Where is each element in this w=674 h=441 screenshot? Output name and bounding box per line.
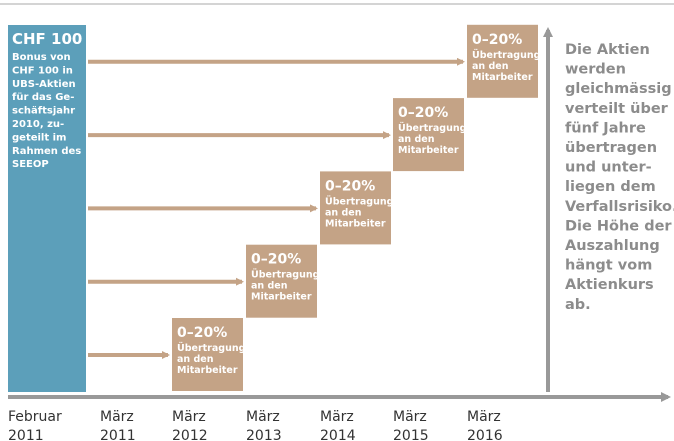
note-text: und unter-: [565, 160, 652, 176]
tranche-box: [172, 318, 243, 391]
tranche-text: Mitarbeiter: [177, 365, 238, 376]
time-month: März: [172, 409, 206, 425]
note-text: übertragen: [565, 140, 657, 156]
time-month: März: [100, 409, 134, 425]
tranche-text: Mitarbeiter: [251, 292, 312, 303]
time-year: 2012: [172, 428, 208, 441]
note-text: Auszahlung: [565, 238, 660, 254]
time-month: März: [393, 409, 427, 425]
time-month: Februar: [8, 409, 62, 425]
note-text: Aktienkurs: [565, 277, 654, 293]
note-text: ab.: [565, 297, 591, 313]
tranche-percent: 0–20%: [325, 178, 375, 194]
tranche-percent: 0–20%: [251, 252, 301, 268]
bonus-text: SEEOP: [12, 159, 49, 170]
bonus-text: 2010, zu-: [12, 119, 64, 130]
tranche-text: an den: [251, 281, 288, 292]
note-text: werden: [565, 62, 626, 78]
tranche-text: Übertragung: [177, 343, 245, 354]
time-month: März: [467, 409, 501, 425]
tranche-text: Mitarbeiter: [472, 72, 533, 83]
note-text: Verfallsrisiko.: [565, 199, 674, 215]
tranche-text: Übertragung: [472, 50, 540, 61]
tranche-percent: 0–20%: [472, 32, 522, 48]
bonus-amount: CHF 100: [12, 30, 82, 48]
tranche-text: an den: [398, 134, 435, 145]
tranche-text: an den: [177, 354, 214, 365]
time-month: März: [246, 409, 280, 425]
tranche-text: Übertragung: [325, 196, 393, 207]
tranche-box: [467, 24, 538, 98]
time-year: 2016: [467, 428, 503, 441]
bonus-text: schäftsjahr: [12, 106, 75, 117]
tranche-text: Übertragung: [398, 123, 466, 134]
bonus-text: Bonus von: [12, 52, 71, 63]
bonus-text: für das Ge-: [12, 92, 74, 103]
tranche-text: Übertragung: [251, 270, 319, 281]
tranche-percent: 0–20%: [177, 325, 227, 341]
note-text: fünf Jahre: [565, 120, 646, 136]
note-text: gleichmässig: [565, 81, 672, 97]
tranche-text: an den: [325, 207, 362, 218]
tranche-box: [320, 171, 391, 245]
note-text: verteilt über: [565, 101, 669, 117]
note-text: hängt vom: [565, 258, 652, 274]
note-text: liegen dem: [565, 179, 656, 195]
time-year: 2013: [246, 428, 282, 441]
tranche-box: [246, 244, 317, 318]
tranche-box: [393, 98, 464, 172]
tranche-percent: 0–20%: [398, 105, 448, 121]
tranche-text: Mitarbeiter: [325, 218, 386, 229]
time-year: 2015: [393, 428, 429, 441]
time-year: 2014: [320, 428, 356, 441]
bonus-box: [8, 25, 86, 392]
tranche-text: an den: [472, 61, 509, 72]
bonus-text: geteilt im: [12, 132, 66, 143]
bonus-text: Rahmen des: [12, 146, 81, 157]
tranche-text: Mitarbeiter: [398, 145, 459, 156]
time-year: 2011: [100, 428, 136, 441]
note-text: Die Aktien: [565, 42, 650, 58]
time-year: 2011: [8, 428, 44, 441]
time-month: März: [320, 409, 354, 425]
bonus-text: CHF 100 in: [12, 65, 73, 76]
note-text: Die Höhe der: [565, 218, 672, 234]
bonus-text: UBS-Aktien: [12, 79, 76, 90]
